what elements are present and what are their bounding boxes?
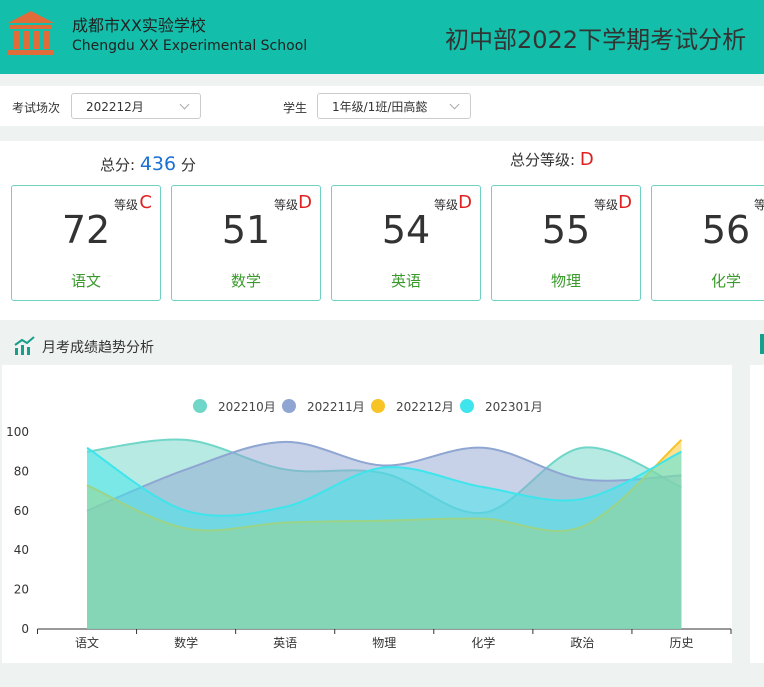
chart: 0 20 40 60 80 100 语文 数学 英语 物理 化学 政治 历史 202210月 202211月…	[6, 399, 732, 650]
grade-label: 等级	[753, 198, 764, 212]
grade-value: D	[298, 192, 312, 213]
score-card: 等级 C 72 语文	[11, 185, 161, 301]
x-tick-label: 物理	[372, 636, 396, 650]
score: 51	[221, 208, 271, 252]
grade-label: 等级	[113, 198, 138, 212]
filter-bar: 考试场次 202212月 学生 1年级/1班/田高懿	[0, 86, 764, 126]
total-grade: 总分等级: D	[510, 149, 594, 170]
exam-select[interactable]: 202212月	[71, 93, 201, 119]
subject: 英语	[390, 272, 421, 290]
score-card: 等级 D 51 数学	[171, 185, 321, 301]
chart-panel: 0 20 40 60 80 100 语文 数学 英语 物理 化学 政治 历史 202210月 202211月…	[2, 365, 732, 663]
school-en: Chengdu XX Experimental School	[72, 38, 308, 54]
area	[87, 447, 682, 629]
filter-label: 考试场次	[12, 101, 61, 115]
section-icon	[14, 336, 35, 355]
legend-swatch	[460, 399, 474, 413]
subject: 物理	[550, 272, 581, 290]
legend-label: 202211月	[307, 400, 365, 414]
grade-label: 总分等级:	[510, 151, 576, 169]
grade-label: 等级	[593, 198, 618, 212]
subject: 化学	[710, 272, 741, 290]
x-tick-label: 历史	[669, 636, 693, 650]
total-label: 总分:	[100, 156, 136, 174]
total: 总分: 436 分	[100, 153, 196, 175]
legend-label: 202210月	[218, 400, 276, 414]
score: 54	[381, 208, 431, 252]
score: 72	[61, 208, 111, 252]
grade-label: 等级	[273, 198, 298, 212]
header: 成都市XX实验学校 Chengdu XX Experimental School…	[0, 0, 764, 74]
x-tick-label: 英语	[273, 636, 297, 650]
x-tick-label: 语文	[75, 635, 99, 650]
y-tick-label: 60	[14, 504, 29, 518]
grade-label: 等级	[433, 198, 458, 212]
score-panel: 总分: 436 分 总分等级: D 等级 C 72 语文 等级 D 51 数学 等级 D 54 英语等…	[0, 141, 764, 320]
page-title: 初中部2022下学期考试分析	[445, 26, 747, 54]
legend-swatch	[282, 399, 296, 413]
legend-swatch	[371, 399, 385, 413]
student-select[interactable]: 1年级/1班/田高懿	[317, 93, 471, 119]
subject: 数学	[230, 272, 261, 290]
side-panel	[750, 365, 764, 663]
section-title: 月考成绩趋势分析	[42, 340, 154, 356]
subject: 语文	[70, 272, 101, 290]
y-tick-label: 80	[14, 464, 29, 478]
y-tick-label: 40	[14, 543, 29, 557]
score: 55	[541, 208, 591, 252]
total-unit: 分	[180, 156, 196, 174]
legend-swatch	[193, 399, 207, 413]
grade-value: C	[139, 192, 152, 213]
total-value: 436	[139, 153, 177, 175]
side-icon	[760, 334, 764, 354]
grade-value: D	[579, 149, 594, 170]
x-tick-label: 数学	[174, 635, 198, 650]
score-card: 等级D56化学	[651, 185, 764, 301]
y-tick-label: 0	[21, 622, 29, 636]
legend-label: 202301月	[485, 400, 543, 414]
legend-label: 202212月	[396, 400, 454, 414]
filter-label: 学生	[283, 101, 308, 115]
x-tick-label: 政治	[570, 636, 594, 650]
grade-value: D	[618, 192, 632, 213]
series-line	[86, 440, 682, 512]
logo	[8, 11, 54, 55]
score-card: 等级 D 55 物理	[491, 185, 641, 301]
grade-value: D	[458, 192, 472, 213]
score-card: 等级 D 54 英语	[331, 185, 481, 301]
y-tick-label: 20	[14, 583, 29, 597]
score: 56	[701, 208, 751, 252]
y-tick-label: 100	[6, 425, 29, 439]
school-cn: 成都市XX实验学校	[72, 16, 206, 35]
x-tick-label: 化学	[471, 635, 495, 650]
series-line	[86, 446, 682, 517]
